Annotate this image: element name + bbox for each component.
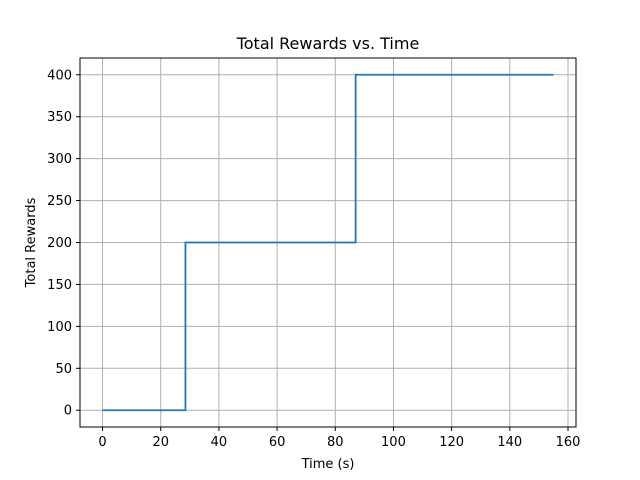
y-axis-label: Total Rewards	[24, 197, 39, 288]
axis-ticks: 0 20 40 60 80 100 120 140 160 0 50 100 150 200 250 300 3…	[47, 68, 580, 450]
x-tick-label: 160	[556, 435, 581, 450]
y-tick-label: 250	[47, 194, 72, 209]
y-tick-label: 300	[47, 152, 72, 167]
y-tick-label: 150	[47, 278, 72, 293]
series-layer	[102, 73, 554, 412]
x-tick-label: 60	[269, 435, 286, 450]
x-tick-label: 20	[152, 435, 169, 450]
x-tick-label: 140	[497, 435, 522, 450]
x-axis-label: Time (s)	[301, 457, 355, 472]
x-tick-label: 120	[439, 435, 464, 450]
chart-title: Total Rewards vs. Time	[236, 34, 420, 53]
x-tick-label: 0	[98, 435, 106, 450]
y-tick-label: 400	[47, 68, 72, 83]
x-tick-label: 80	[327, 435, 344, 450]
y-tick-label: 350	[47, 110, 72, 125]
series-line	[102, 73, 554, 412]
x-tick-label: 40	[211, 435, 228, 450]
y-tick-label: 100	[47, 320, 72, 335]
y-tick-label: 0	[64, 404, 72, 419]
y-tick-label: 50	[55, 362, 72, 377]
x-tick-label: 100	[381, 435, 406, 450]
y-tick-label: 200	[47, 236, 72, 251]
